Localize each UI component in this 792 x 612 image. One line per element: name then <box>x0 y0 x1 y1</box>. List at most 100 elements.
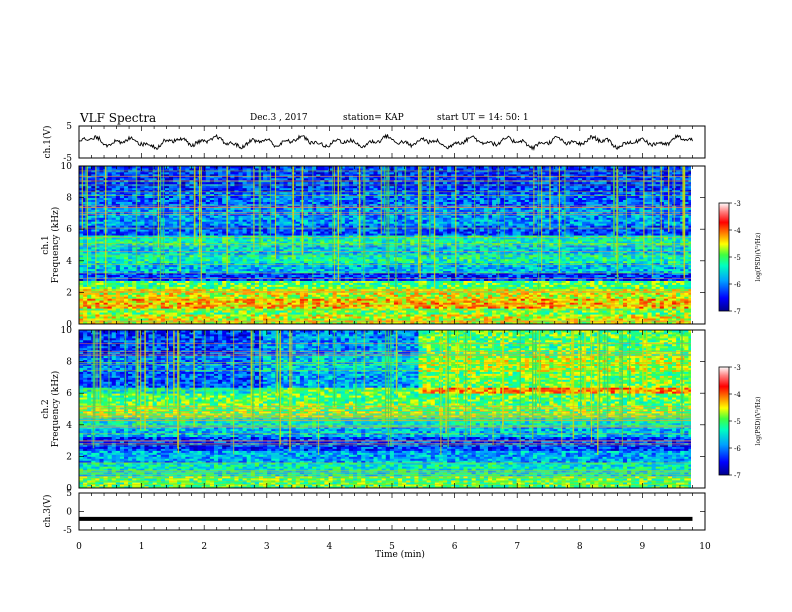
spectrogram-cell <box>299 294 305 297</box>
spectrogram-cell <box>242 304 248 307</box>
spectrogram-cell <box>115 284 121 287</box>
spectrogram-cell <box>136 310 141 313</box>
spectrogram-cell <box>287 284 293 287</box>
spectrogram-cell <box>463 300 468 303</box>
spectrogram-cell <box>479 316 485 319</box>
spectrogram-cell <box>263 308 268 311</box>
spectrogram-cell <box>340 300 346 303</box>
spectrogram-cell <box>205 302 211 305</box>
spectrogram-cell <box>107 294 113 297</box>
spectrogram-cell <box>377 312 383 315</box>
spectrogram-cell <box>283 282 288 285</box>
spectrogram-cell <box>336 292 342 295</box>
spectrogram-cell <box>590 312 595 315</box>
spectrogram-cell <box>602 296 607 299</box>
spectrogram-cell <box>410 310 415 313</box>
spectrogram-cell <box>164 304 170 307</box>
spectrogram-cell <box>627 304 632 307</box>
spectrogram-cell <box>647 302 652 305</box>
spectrogram-cell <box>95 298 100 301</box>
spectrogram-cell <box>238 322 243 324</box>
spectrogram-cell <box>79 296 84 299</box>
spectrogram-cell <box>316 286 321 289</box>
spectrogram-cell <box>344 280 350 283</box>
spectrogram-cell <box>434 282 440 285</box>
spectrogram-cell <box>655 282 661 285</box>
spectrogram-cell <box>128 286 133 289</box>
spectrogram-cell <box>275 298 280 301</box>
spectrogram-cell <box>168 304 174 307</box>
spectrogram-cell <box>254 298 260 301</box>
spectrogram-cell <box>181 286 186 289</box>
spectrogram-cell <box>553 296 558 299</box>
spectrogram-cell <box>402 306 407 309</box>
spectrogram-cell <box>197 286 203 289</box>
spectrogram-cell <box>115 294 121 297</box>
spectrogram-cell <box>107 302 113 305</box>
spectrogram-cell <box>336 284 342 287</box>
spectrogram-cell <box>181 298 186 301</box>
spectrogram-cell <box>291 310 297 313</box>
spectrogram-cell <box>140 282 145 285</box>
spectrogram-cell <box>91 278 96 281</box>
spectrogram-cell <box>381 302 387 305</box>
spectrogram-cell <box>676 310 681 313</box>
spectrogram-cell <box>128 300 133 303</box>
spectrogram-cell <box>504 296 509 299</box>
spectrogram-cell <box>569 306 575 309</box>
spectrogram-cell <box>132 308 137 311</box>
spectrogram-cell <box>631 304 636 307</box>
spectrogram-cell <box>103 296 109 299</box>
spectrogram-cell <box>238 302 243 305</box>
spectrogram-cell <box>87 304 92 307</box>
spectrogram-cell <box>594 312 599 315</box>
spectrogram-cell <box>353 314 358 317</box>
spectrogram-cell <box>520 306 526 309</box>
spectrogram-cell <box>271 298 276 301</box>
spectrogram-cell <box>316 314 321 317</box>
spectrogram-cell <box>569 286 575 289</box>
spectrogram-cell <box>598 300 603 303</box>
spectrogram-cell <box>483 294 489 297</box>
spectrogram-cell <box>447 294 452 297</box>
spectrogram-cell <box>283 304 288 307</box>
spectrogram-cell <box>332 280 338 283</box>
spectrogram-cell <box>136 294 141 297</box>
spectrogram-cell <box>295 304 301 307</box>
spectrogram-cell <box>479 284 485 287</box>
spectrogram-cell <box>676 302 681 305</box>
spectrogram-cell <box>496 300 501 303</box>
spectrogram-cell <box>577 300 583 303</box>
spectrogram-cell <box>524 298 530 301</box>
spectrogram-cell <box>402 292 407 295</box>
spectrogram-cell <box>561 318 567 321</box>
spectrogram-cell <box>295 280 301 283</box>
spectrogram-cell <box>483 282 489 285</box>
spectrogram-cell <box>426 284 432 287</box>
spectrogram-cell <box>95 278 100 281</box>
spectrogram-cell <box>254 312 260 315</box>
spectrogram-cell <box>455 308 460 311</box>
spectrogram-cell <box>250 300 256 303</box>
spectrogram-cell <box>336 294 342 297</box>
spectrogram-cell <box>398 306 403 309</box>
spectrogram-cell <box>279 322 284 324</box>
spectrogram-cell <box>373 306 378 309</box>
spectrogram-cell <box>128 280 133 283</box>
spectrogram-cell <box>320 308 325 311</box>
spectrogram-cell <box>95 314 100 317</box>
spectrogram-cell <box>164 292 170 295</box>
spectrogram-cell <box>532 296 538 299</box>
spectrogram-cell <box>475 296 481 299</box>
spectrogram-cell <box>91 284 96 287</box>
spectrogram-cell <box>308 292 313 295</box>
spectrogram-cell <box>496 310 501 313</box>
chart-title: VLF Spectra <box>80 111 156 125</box>
spectrogram-cell <box>569 314 575 317</box>
spectrogram-cell <box>79 318 84 321</box>
spectrogram-cell <box>504 312 509 315</box>
spectrogram-cell <box>299 280 305 283</box>
spectrogram-cell <box>647 300 652 303</box>
spectrogram-cell <box>205 312 211 315</box>
spectrogram-cell <box>254 306 260 309</box>
